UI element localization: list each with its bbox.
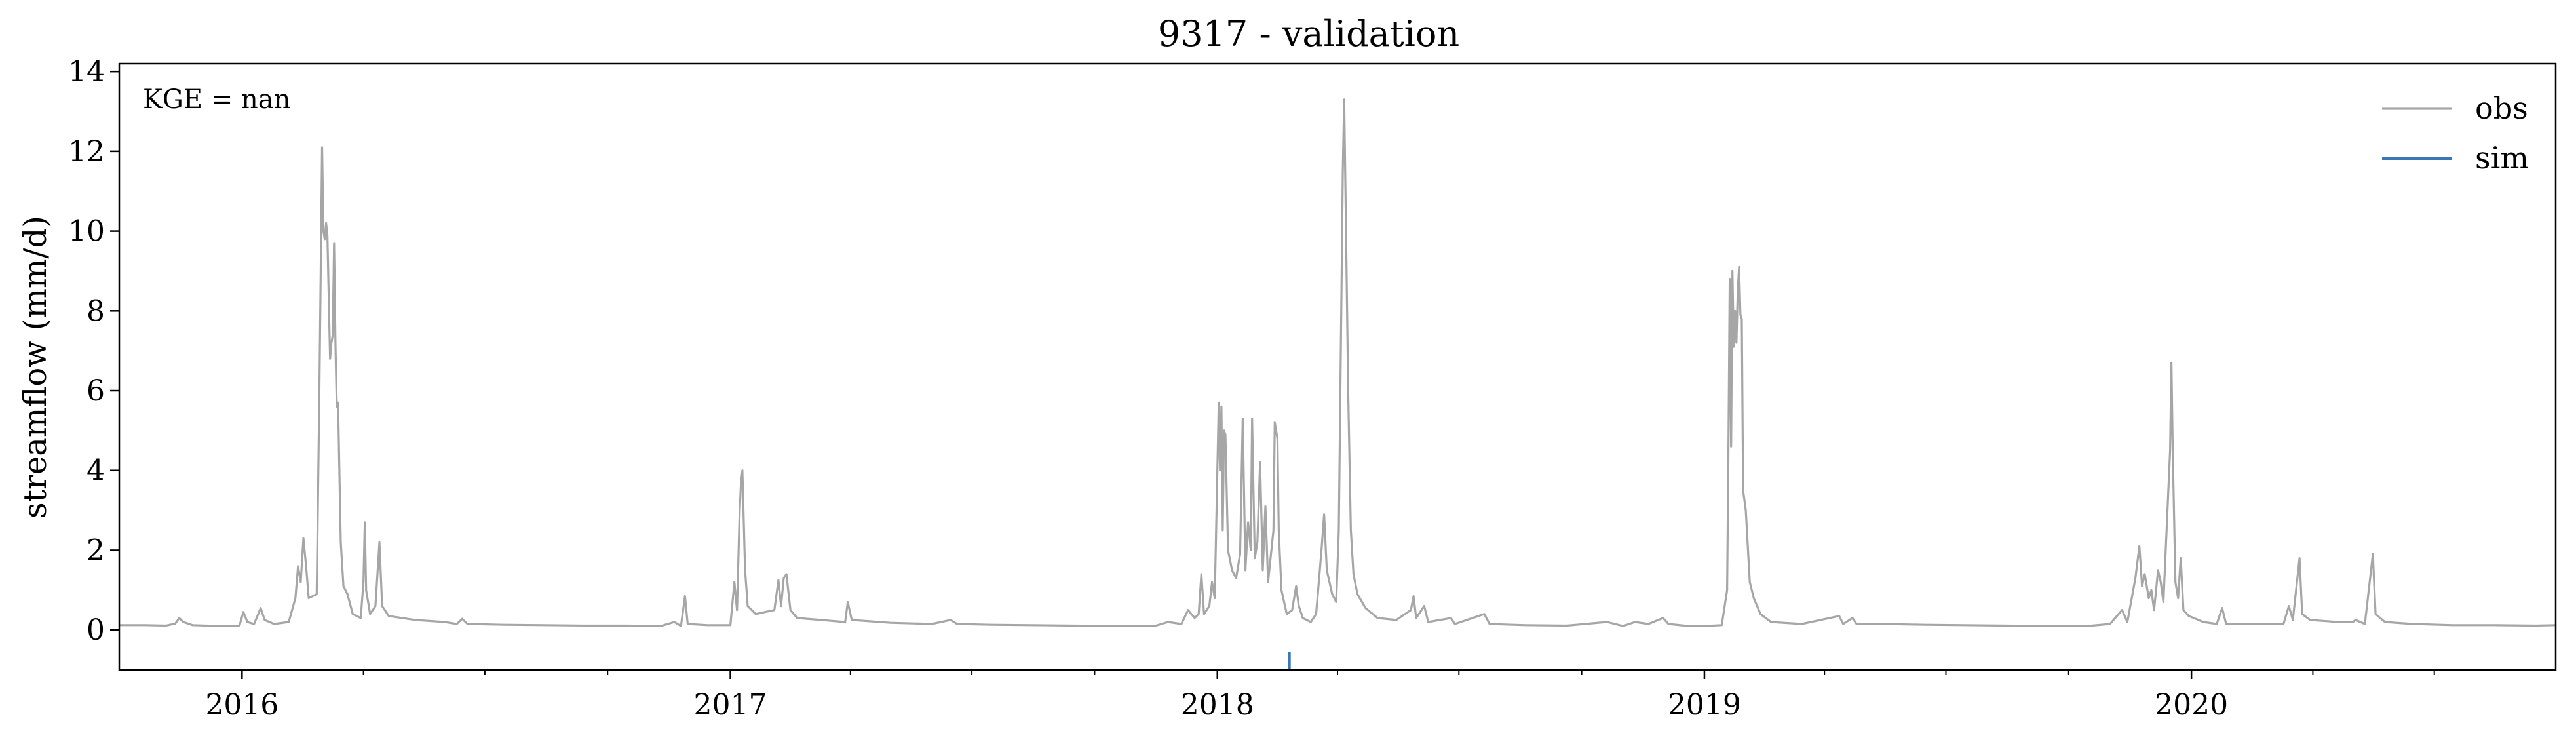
kge-annotation: KGE = nan [143,85,290,115]
chart-title: 9317 - validation [1158,13,1459,54]
x-tick-label: 2018 [1181,688,1254,722]
series-layer [119,98,2556,669]
y-tick-label: 12 [68,135,105,168]
y-tick-label: 6 [87,374,105,408]
legend-label-sim: sim [2475,140,2529,176]
plot-area [119,98,2556,669]
y-tick-label: 10 [68,215,105,248]
y-axis-label: streamflow (mm/d) [17,216,54,518]
legend: obs sim [2382,90,2529,176]
x-tick-label: 2019 [1668,688,1741,722]
y-tick-label: 0 [87,614,105,647]
x-tick-label: 2020 [2155,688,2228,722]
x-tick-label: 2017 [694,688,767,722]
x-tick-label: 2016 [205,688,279,722]
y-tick-label: 14 [68,55,105,88]
y-tick-label: 2 [87,534,105,567]
series-line-obs [119,98,2556,627]
y-tick-label: 4 [87,454,105,488]
y-tick-label: 8 [87,294,105,328]
legend-label-obs: obs [2475,90,2528,126]
axes-layer: 0 2 4 6 8 10 12 14 2016 2017 2018 2019 2020 [68,55,2557,722]
